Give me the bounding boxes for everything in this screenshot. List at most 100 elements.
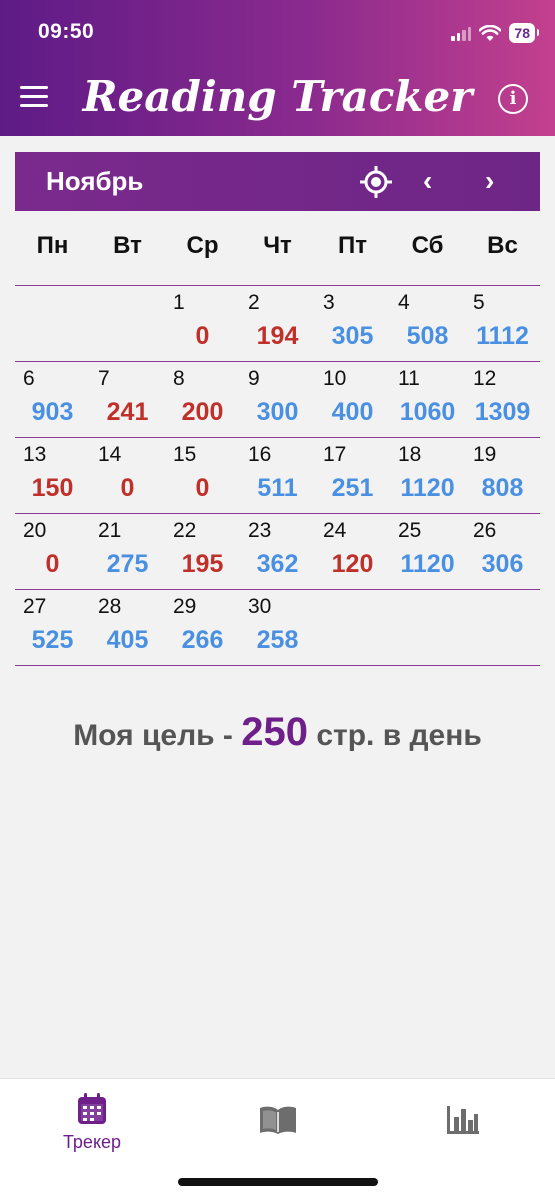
day-number: 12 xyxy=(473,367,497,390)
day-number: 22 xyxy=(173,519,197,542)
calendar-day-cell[interactable]: 9 300 xyxy=(240,362,315,437)
day-number: 6 xyxy=(23,367,35,390)
calendar-day-cell[interactable]: 10 400 xyxy=(315,362,390,437)
info-icon[interactable]: i xyxy=(498,84,528,114)
tab-tracker[interactable]: Трекер xyxy=(32,1093,152,1153)
calendar-empty-cell xyxy=(90,286,165,361)
day-number: 13 xyxy=(23,443,47,466)
tab-statistics[interactable] xyxy=(403,1093,523,1140)
calendar-day-cell[interactable]: 25 1120 xyxy=(390,514,465,589)
pages-read-value: 251 xyxy=(331,474,374,502)
daily-goal-text: Моя цель - 250 стр. в день xyxy=(0,710,555,755)
weekday-tue: Вт xyxy=(113,232,142,259)
weekday-sun: Вс xyxy=(487,232,518,259)
goal-suffix: стр. в день xyxy=(316,719,482,752)
pages-read-value: 1120 xyxy=(400,550,455,578)
calendar-week-row: 20 0 21 275 22 195 23 362 24 120 25 1120 26 306 xyxy=(15,513,540,589)
weekday-sat: Сб xyxy=(411,232,444,259)
calendar-day-cell[interactable]: 12 1309 xyxy=(465,362,540,437)
calendar-day-cell[interactable]: 28 405 xyxy=(90,590,165,665)
tab-books[interactable] xyxy=(218,1093,338,1140)
day-number: 25 xyxy=(398,519,422,542)
bar-chart-icon xyxy=(447,1106,479,1134)
day-number: 18 xyxy=(398,443,422,466)
day-number: 5 xyxy=(473,291,485,314)
calendar-day-cell[interactable]: 14 0 xyxy=(90,438,165,513)
home-indicator xyxy=(178,1178,378,1186)
day-number: 7 xyxy=(98,367,110,390)
pages-read-value: 120 xyxy=(331,550,374,578)
calendar-day-cell[interactable]: 17 251 xyxy=(315,438,390,513)
calendar-day-cell[interactable]: 16 511 xyxy=(240,438,315,513)
calendar-day-cell[interactable]: 18 1120 xyxy=(390,438,465,513)
pages-read-value: 0 xyxy=(45,550,60,578)
pages-read-value: 0 xyxy=(120,474,135,502)
calendar-day-cell[interactable]: 24 120 xyxy=(315,514,390,589)
day-number: 14 xyxy=(98,443,122,466)
calendar-day-cell[interactable]: 29 266 xyxy=(165,590,240,665)
day-number: 26 xyxy=(473,519,497,542)
calendar-day-cell[interactable]: 6 903 xyxy=(15,362,90,437)
day-number: 1 xyxy=(173,291,185,314)
pages-read-value: 525 xyxy=(31,626,74,654)
current-month-target-icon[interactable] xyxy=(359,165,393,199)
pages-read-value: 0 xyxy=(195,322,210,350)
calendar-day-cell[interactable]: 13 150 xyxy=(15,438,90,513)
calendar-day-cell[interactable]: 19 808 xyxy=(465,438,540,513)
app-title: Reading Tracker xyxy=(82,72,473,121)
pages-read-value: 362 xyxy=(256,550,299,578)
goal-value[interactable]: 250 xyxy=(241,710,308,754)
day-number: 23 xyxy=(248,519,272,542)
day-number: 8 xyxy=(173,367,185,390)
pages-read-value: 305 xyxy=(331,322,374,350)
calendar-day-cell[interactable]: 8 200 xyxy=(165,362,240,437)
weekday-thu: Чт xyxy=(263,232,292,259)
day-number: 27 xyxy=(23,595,47,618)
calendar-week-row: 1 0 2 194 3 305 4 508 5 1112 xyxy=(15,285,540,361)
calendar-icon xyxy=(78,1093,106,1124)
pages-read-value: 1112 xyxy=(476,322,529,350)
day-number: 20 xyxy=(23,519,47,542)
calendar-day-cell[interactable]: 20 0 xyxy=(15,514,90,589)
hamburger-menu-icon[interactable] xyxy=(20,86,48,108)
weekday-fri: Пт xyxy=(337,232,367,259)
calendar-day-cell[interactable]: 4 508 xyxy=(390,286,465,361)
status-icons: 78 xyxy=(451,22,539,44)
calendar-day-cell[interactable]: 11 1060 xyxy=(390,362,465,437)
weekday-wed: Ср xyxy=(186,232,219,259)
calendar-day-cell[interactable]: 15 0 xyxy=(165,438,240,513)
pages-read-value: 300 xyxy=(256,398,299,426)
day-number: 11 xyxy=(398,367,420,390)
calendar-day-cell[interactable]: 21 275 xyxy=(90,514,165,589)
calendar-day-cell[interactable]: 7 241 xyxy=(90,362,165,437)
book-icon xyxy=(260,1106,296,1134)
prev-month-button[interactable]: ‹ xyxy=(423,165,433,196)
day-number: 19 xyxy=(473,443,497,466)
calendar-day-cell[interactable]: 26 306 xyxy=(465,514,540,589)
calendar-week-row: 6 903 7 241 8 200 9 300 10 400 11 1060 12 1309 xyxy=(15,361,540,437)
day-number: 30 xyxy=(248,595,272,618)
day-number: 24 xyxy=(323,519,347,542)
pages-read-value: 405 xyxy=(106,626,149,654)
day-number: 10 xyxy=(323,367,347,390)
month-label: Ноябрь xyxy=(46,166,144,196)
calendar-day-cell[interactable]: 3 305 xyxy=(315,286,390,361)
pages-read-value: 200 xyxy=(181,398,224,426)
day-number: 16 xyxy=(248,443,272,466)
pages-read-value: 195 xyxy=(181,550,224,578)
pages-read-value: 306 xyxy=(481,550,524,578)
pages-read-value: 903 xyxy=(31,398,74,426)
weekday-header: Пн Вт Ср Чт Пт Сб Вс xyxy=(15,232,540,268)
calendar-day-cell[interactable]: 30 258 xyxy=(240,590,315,665)
pages-read-value: 508 xyxy=(406,322,449,350)
calendar-day-cell[interactable]: 23 362 xyxy=(240,514,315,589)
calendar-day-cell[interactable]: 5 1112 xyxy=(465,286,540,361)
calendar-day-cell[interactable]: 22 195 xyxy=(165,514,240,589)
goal-prefix: Моя цель - xyxy=(73,719,233,752)
calendar-week-row: 27 525 28 405 29 266 30 258 xyxy=(15,589,540,666)
next-month-button[interactable]: › xyxy=(485,165,495,196)
pages-read-value: 258 xyxy=(256,626,299,654)
calendar-day-cell[interactable]: 27 525 xyxy=(15,590,90,665)
calendar-day-cell[interactable]: 2 194 xyxy=(240,286,315,361)
